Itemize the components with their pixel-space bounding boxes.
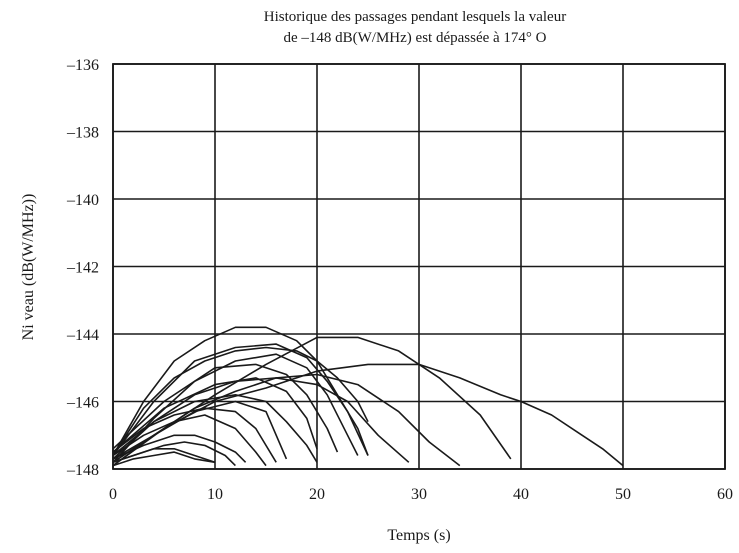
y-tick-label: –142 xyxy=(66,260,99,277)
series-lines xyxy=(112,326,624,467)
series-line-4 xyxy=(112,434,247,463)
y-tick-label: –148 xyxy=(66,462,99,479)
x-tick-label: 30 xyxy=(411,486,427,503)
series-line-5 xyxy=(112,414,267,467)
series-line-18 xyxy=(112,363,624,467)
x-axis-ticks: 0 10 20 30 40 50 60 xyxy=(109,486,733,503)
x-tick-label: 10 xyxy=(207,486,223,503)
x-tick-label: 60 xyxy=(717,486,733,503)
series-line-13 xyxy=(112,326,369,456)
y-tick-label: –140 xyxy=(66,192,99,209)
y-tick-label: –138 xyxy=(66,125,99,142)
chart-title-line-1: Historique des passages pendant lesquels… xyxy=(264,9,566,25)
series-line-3 xyxy=(112,441,236,467)
series-line-10 xyxy=(112,363,339,453)
x-tick-label: 50 xyxy=(615,486,631,503)
x-tick-label: 0 xyxy=(109,486,117,503)
plot-frame xyxy=(112,63,726,470)
plot-area-border xyxy=(112,63,726,470)
y-tick-label: –136 xyxy=(66,57,99,74)
series-line-8 xyxy=(112,394,318,463)
x-tick-label: 40 xyxy=(513,486,529,503)
series-line-1 xyxy=(112,451,216,467)
chart-title-line-2: de –148 dB(W/MHz) est dépassée à 174° O xyxy=(283,30,546,46)
y-tick-label: –144 xyxy=(66,327,99,344)
x-tick-label: 20 xyxy=(309,486,325,503)
y-tick-label: –146 xyxy=(66,395,99,412)
y-axis-ticks: –136 –138 –140 –142 –144 –146 –148 xyxy=(66,57,99,479)
y-axis-label: Ni veau (dB(W/MHz)) xyxy=(20,194,37,341)
series-line-14 xyxy=(112,346,369,456)
series-line-11 xyxy=(112,353,359,463)
x-axis-label: Temps (s) xyxy=(387,527,450,544)
series-line-17 xyxy=(112,336,512,467)
